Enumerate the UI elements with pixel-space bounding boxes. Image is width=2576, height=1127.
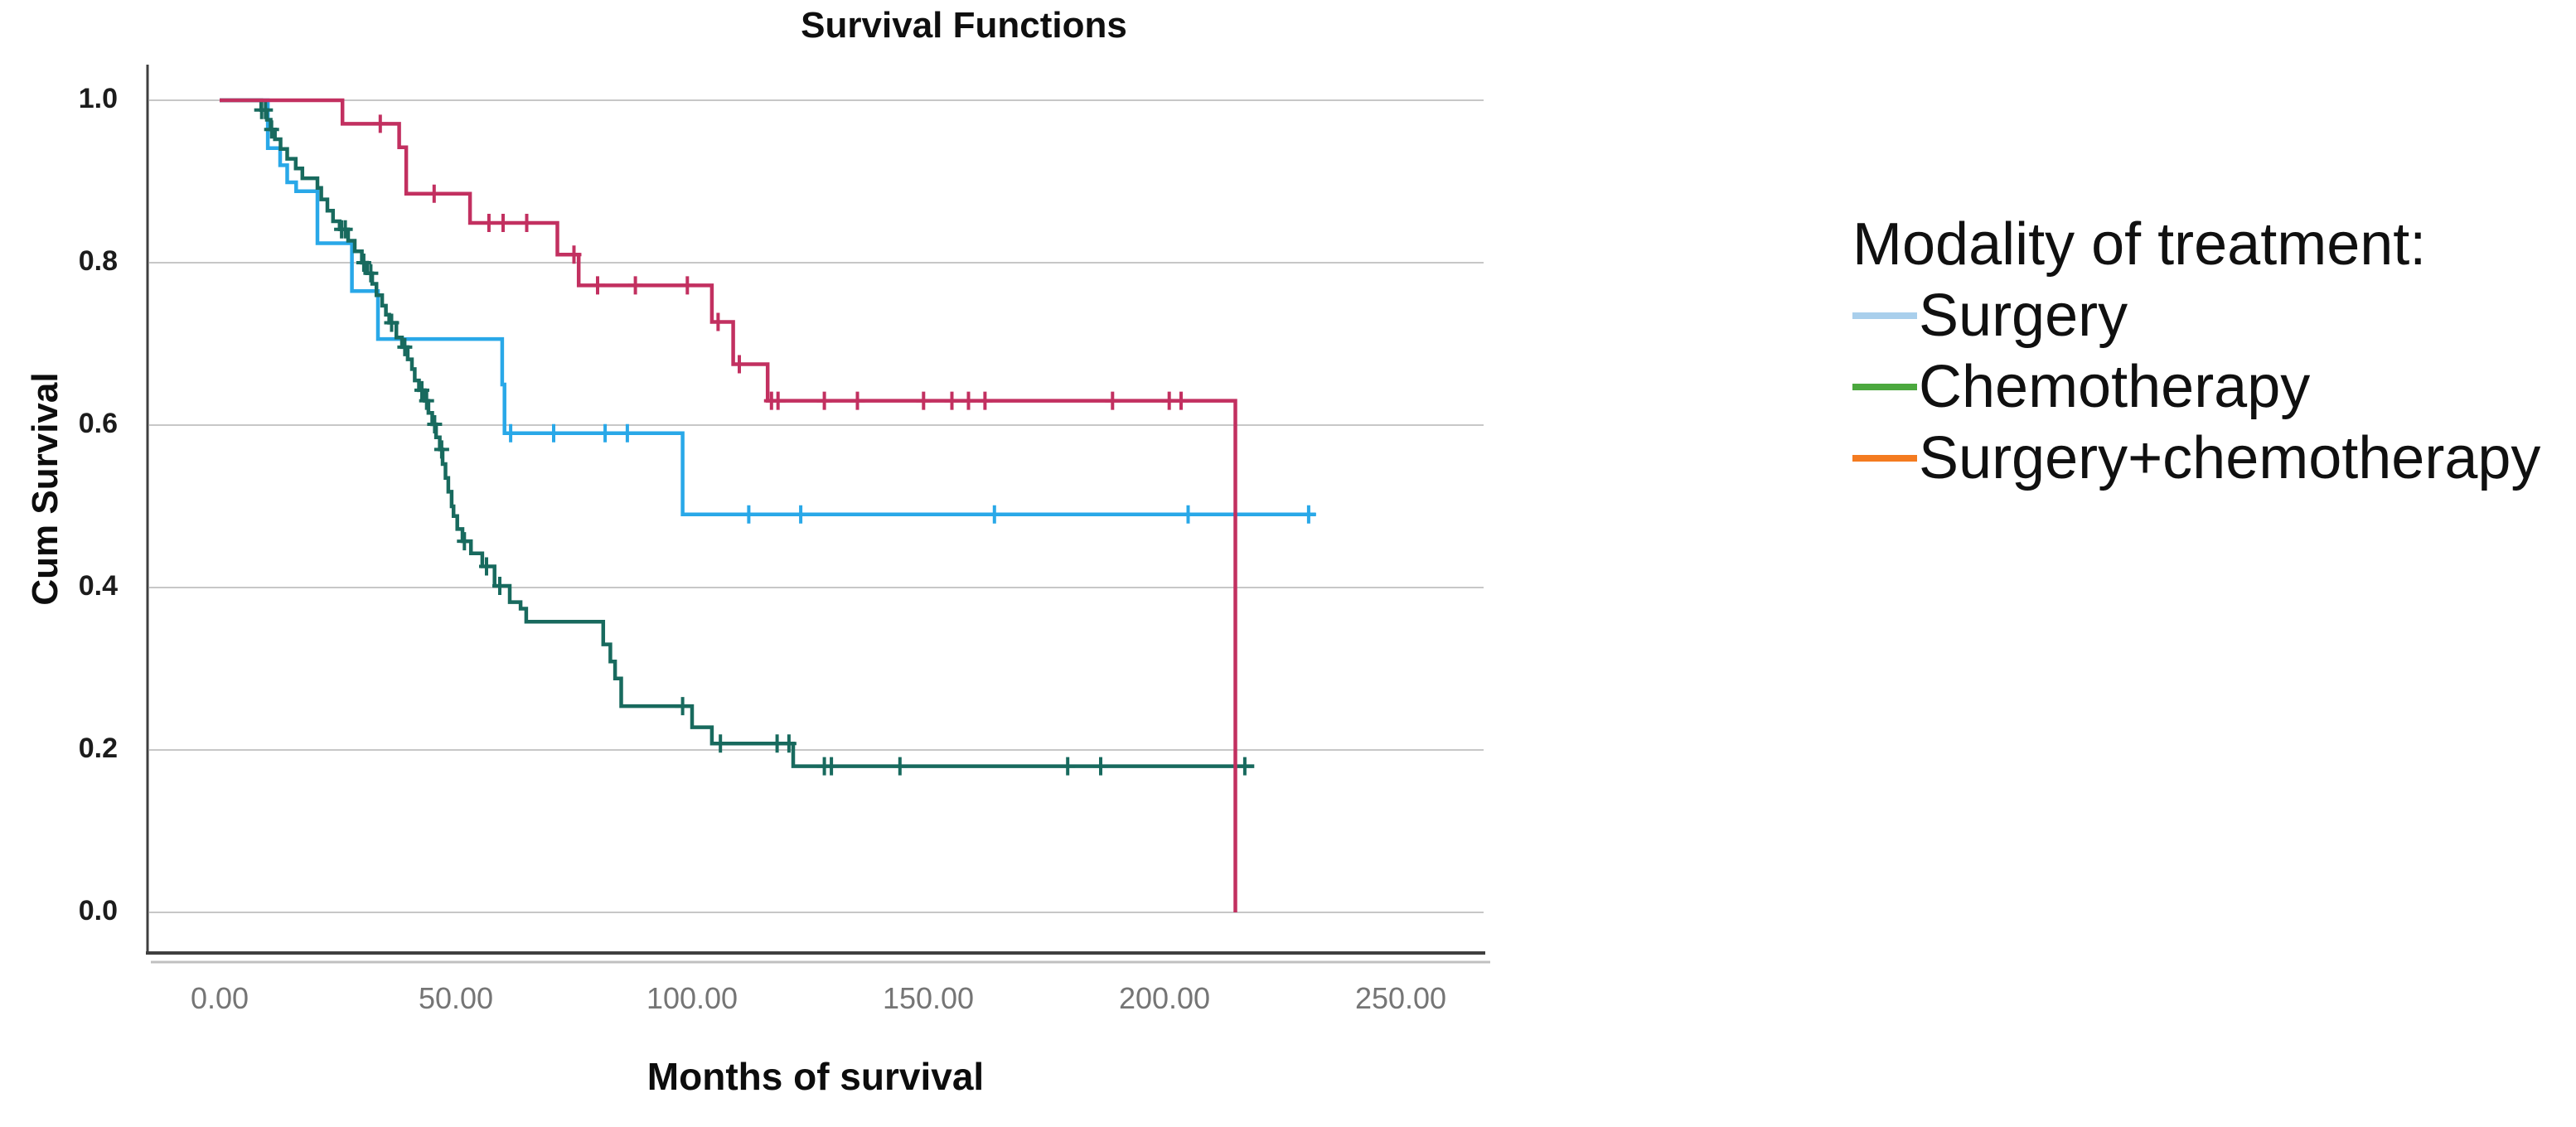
x-tick-label-250.00: 250.00 <box>1354 981 1447 1015</box>
legend-item-surgery: Surgery <box>1852 280 2540 351</box>
y-tick-label-0.0: 0.0 <box>78 895 118 926</box>
legend-item-label: Surgery+chemotherapy <box>1919 425 2541 491</box>
legend-swatch-icon <box>1852 312 1917 319</box>
legend: Modality of treatment: Surgery Chemothera… <box>1852 209 2540 494</box>
censor-marks-surgery <box>503 423 1316 524</box>
survival-curve-surgery-chemotherapy <box>220 98 1237 912</box>
legend-swatch-icon <box>1852 455 1917 462</box>
x-tick-label-0.00: 0.00 <box>190 981 249 1015</box>
x-tick-label-100.00: 100.00 <box>646 981 738 1015</box>
legend-swatch-icon <box>1852 384 1917 390</box>
legend-title: Modality of treatment: <box>1852 211 2427 278</box>
y-tick-label-0.2: 0.2 <box>78 733 118 764</box>
x-axis-title: Months of survival <box>646 1055 985 1098</box>
legend-item-label: Chemotherapy <box>1919 354 2311 420</box>
legend-item-label: Surgery <box>1919 283 2128 349</box>
censor-marks-chemotherapy <box>254 100 1252 776</box>
legend-item-surgery-chemotherapy: Surgery+chemotherapy <box>1852 423 2540 494</box>
chart-title: Survival Functions <box>801 5 1127 46</box>
y-tick-label-1.0: 1.0 <box>78 83 118 114</box>
legend-items: Surgery Chemotherapy Surgery+chemotherapy <box>1852 280 2540 494</box>
x-tick-label-50.00: 50.00 <box>418 981 494 1015</box>
x-tick-label-200.00: 200.00 <box>1118 981 1211 1015</box>
legend-item-chemotherapy: Chemotherapy <box>1852 351 2540 423</box>
survival-curve-surgery <box>220 98 1316 517</box>
y-tick-label-0.4: 0.4 <box>78 570 118 602</box>
y-tick-label-0.6: 0.6 <box>78 408 118 439</box>
x-tick-label-150.00: 150.00 <box>882 981 975 1015</box>
survival-curve-chemotherapy <box>220 98 1255 768</box>
y-tick-label-0.8: 0.8 <box>78 245 118 277</box>
censor-marks-surgery-chemotherapy <box>372 114 1189 410</box>
